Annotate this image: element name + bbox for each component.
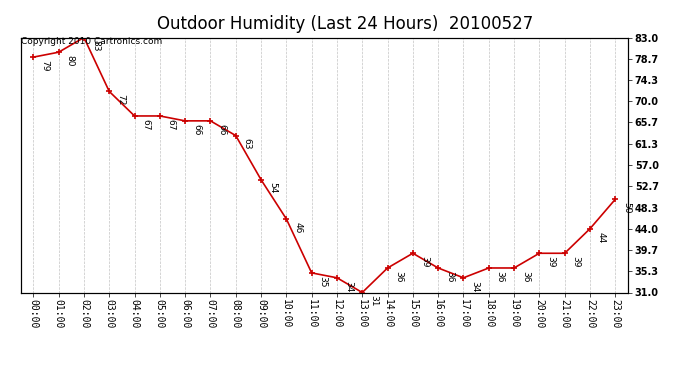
Text: 36: 36 bbox=[495, 271, 504, 282]
Text: 54: 54 bbox=[268, 183, 277, 194]
Text: 39: 39 bbox=[571, 256, 580, 267]
Text: 80: 80 bbox=[66, 55, 75, 66]
Text: 36: 36 bbox=[521, 271, 530, 282]
Text: 83: 83 bbox=[91, 40, 100, 52]
Text: 31: 31 bbox=[369, 295, 378, 307]
Text: Outdoor Humidity (Last 24 Hours)  20100527: Outdoor Humidity (Last 24 Hours) 2010052… bbox=[157, 15, 533, 33]
Text: 34: 34 bbox=[344, 280, 353, 292]
Text: 66: 66 bbox=[192, 124, 201, 135]
Text: 67: 67 bbox=[141, 119, 150, 130]
Text: Copyright 2010 Cartronics.com: Copyright 2010 Cartronics.com bbox=[21, 38, 162, 46]
Text: 46: 46 bbox=[293, 222, 302, 233]
Text: 63: 63 bbox=[243, 138, 252, 150]
Text: 72: 72 bbox=[116, 94, 125, 106]
Text: 50: 50 bbox=[622, 202, 631, 214]
Text: 36: 36 bbox=[395, 271, 404, 282]
Text: 67: 67 bbox=[167, 119, 176, 130]
Text: 79: 79 bbox=[40, 60, 49, 71]
Text: 35: 35 bbox=[319, 276, 328, 287]
Text: 39: 39 bbox=[420, 256, 428, 267]
Text: 36: 36 bbox=[445, 271, 454, 282]
Text: 39: 39 bbox=[546, 256, 555, 267]
Text: 66: 66 bbox=[217, 124, 226, 135]
Text: 44: 44 bbox=[597, 231, 606, 243]
Text: 34: 34 bbox=[471, 280, 480, 292]
